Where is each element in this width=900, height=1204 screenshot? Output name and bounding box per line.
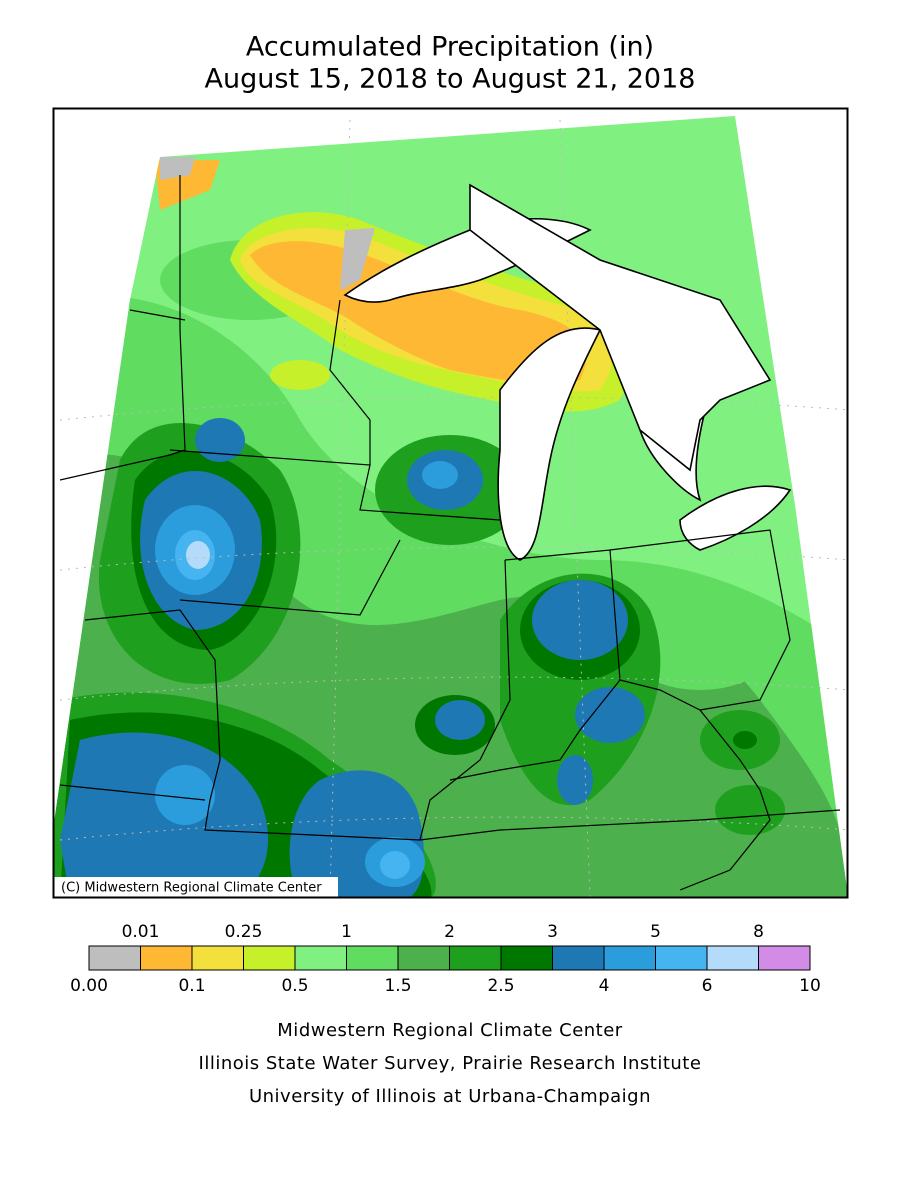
legend-swatch [397,945,450,971]
legend-label: 2 [444,922,455,942]
legend-swatch [500,945,553,971]
legend-swatch [655,945,708,971]
legend-swatch [243,945,296,971]
copyright: (C) Midwestern Regional Climate Center [61,881,322,896]
copyright-box [54,877,338,897]
legend-swatch [449,945,502,971]
legend-swatch [758,945,811,971]
legend-label: 0.01 [122,922,160,942]
legend-label: 0.5 [281,976,308,996]
legend-swatch [603,945,656,971]
legend-label: 0.25 [225,922,263,942]
great-lakes [343,183,792,561]
legend-label: 3 [547,922,558,942]
legend-swatch [88,945,141,971]
legend-label: 1.5 [384,976,411,996]
legend-swatch [294,945,347,971]
legend-label: 4 [599,976,610,996]
legend-swatch [140,945,193,971]
precip-field [54,116,847,897]
legend: 0.01 0.25 1 2 3 5 8 0.00 0.1 0.5 1.5 2.5 4 6 10 [70,922,821,996]
legend-label: 10 [799,976,821,996]
credit-line: Midwestern Regional Climate Center [277,1020,623,1041]
legend-swatch [552,945,605,971]
state-borders [59,175,841,891]
map-frame [52,107,849,899]
legend-label: 6 [702,976,713,996]
legend-swatch [706,945,759,971]
legend-swatch [346,945,399,971]
credit-line: Illinois State Water Survey, Prairie Res… [199,1053,702,1074]
legend-label: 8 [753,922,764,942]
legend-label: 5 [650,922,661,942]
legend-label: 2.5 [487,976,514,996]
legend-label: 0.1 [178,976,205,996]
legend-label: 1 [341,922,352,942]
legend-swatch [191,945,244,971]
title: Accumulated Precipitation (in) [246,32,654,63]
legend-label: 0.00 [70,976,108,996]
subtitle: August 15, 2018 to August 21, 2018 [205,64,696,95]
map: (C) Midwestern Regional Climate Center [54,116,847,897]
credit-line: University of Illinois at Urbana-Champai… [249,1086,651,1107]
